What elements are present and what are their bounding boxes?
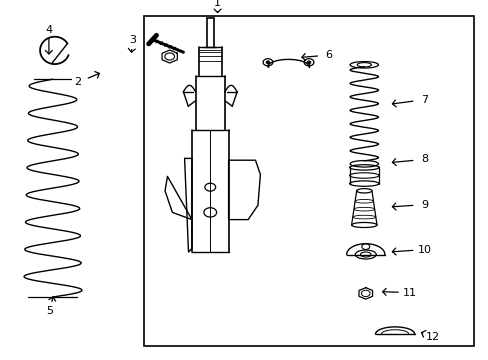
Text: 8: 8 [420, 154, 427, 165]
Text: 10: 10 [417, 244, 430, 255]
Bar [144, 16, 473, 346]
Text: 5: 5 [46, 306, 53, 316]
Circle shape [265, 61, 269, 64]
Text: 4: 4 [45, 24, 52, 35]
Polygon shape [162, 50, 177, 63]
Text: 7: 7 [420, 95, 427, 105]
Text: 1: 1 [214, 0, 221, 8]
Text: 9: 9 [420, 199, 427, 210]
Text: 11: 11 [402, 288, 416, 298]
Text: 6: 6 [325, 50, 332, 60]
Text: 3: 3 [129, 35, 136, 45]
Text: 12: 12 [425, 332, 439, 342]
Text: 2: 2 [74, 77, 81, 87]
Circle shape [306, 61, 310, 64]
